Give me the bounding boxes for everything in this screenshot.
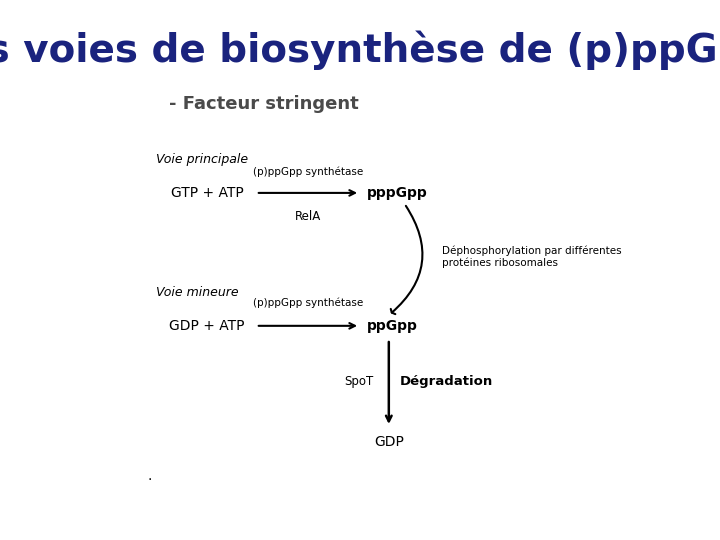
- Text: SpoT: SpoT: [344, 375, 373, 388]
- Text: GTP + ATP: GTP + ATP: [171, 186, 243, 200]
- Text: ppGpp: ppGpp: [366, 319, 418, 333]
- Text: Déphosphorylation par différentes
protéines ribosomales: Déphosphorylation par différentes protéi…: [442, 245, 621, 268]
- Text: pppGpp: pppGpp: [366, 186, 428, 200]
- Text: les voies de biosynthèse de (p)ppGpp: les voies de biosynthèse de (p)ppGpp: [0, 31, 720, 70]
- Text: RelA: RelA: [294, 211, 321, 224]
- Text: .: .: [147, 469, 152, 483]
- Text: - Facteur stringent: - Facteur stringent: [169, 94, 359, 112]
- Text: (p)ppGpp synthétase: (p)ppGpp synthétase: [253, 298, 363, 308]
- Text: Voie mineure: Voie mineure: [156, 286, 239, 299]
- Text: GDP + ATP: GDP + ATP: [169, 319, 245, 333]
- Text: (p)ppGpp synthétase: (p)ppGpp synthétase: [253, 166, 363, 177]
- Text: GDP: GDP: [374, 435, 404, 449]
- Text: Dégradation: Dégradation: [400, 375, 493, 388]
- Text: Voie principale: Voie principale: [156, 153, 248, 166]
